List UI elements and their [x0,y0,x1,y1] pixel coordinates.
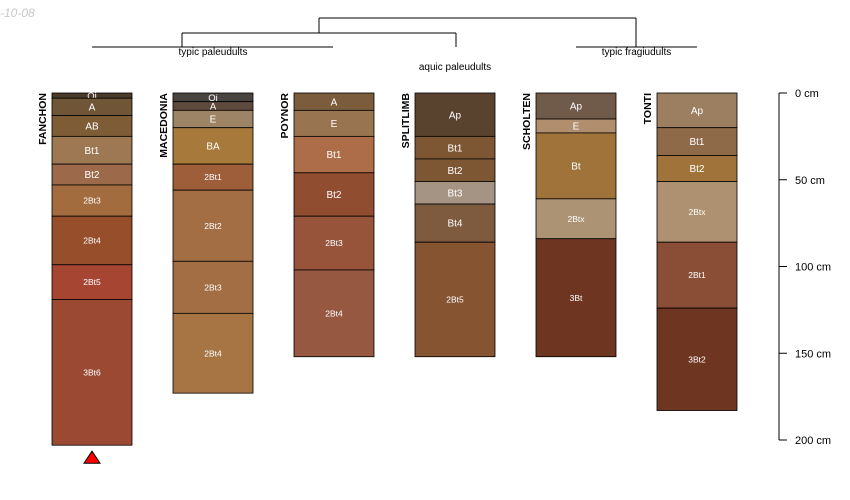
date-stamp: -10-08 [0,6,35,20]
horizon-label-splitlimb-4: Bt4 [447,219,462,230]
horizon-label-tonti-0: Ap [691,106,704,117]
horizon-label-splitlimb-3: Bt3 [447,188,462,199]
horizon-macedonia-4 [172,163,254,191]
horizon-label-macedonia-6: 2Bt3 [204,282,222,292]
horizon-label-splitlimb-1: Bt1 [447,143,462,154]
horizon-label-scholten-2: Bt [571,161,581,172]
horizon-label-splitlimb-0: Ap [449,110,462,121]
bottom-marker-fanchon [83,450,101,464]
horizon-splitlimb-0 [414,92,496,137]
horizon-tonti-2 [656,155,738,182]
horizon-label-fanchon-1: A [89,102,96,113]
group-label-1: aquic paleudults [419,62,491,73]
horizon-label-macedonia-7: 2Bt4 [204,348,222,358]
horizon-label-poynor-1: E [331,119,338,130]
horizon-label-scholten-0: Ap [570,102,583,113]
horizon-label-fanchon-4: Bt2 [84,170,99,181]
horizon-scholten-4 [535,238,617,358]
horizon-label-poynor-3: Bt2 [326,190,341,201]
horizon-label-macedonia-2: E [210,115,217,126]
horizon-fanchon-8 [51,299,133,446]
horizon-poynor-3 [293,172,375,217]
horizon-label-poynor-5: 2Bt4 [325,308,343,318]
horizon-poynor-2 [293,135,375,174]
horizon-label-macedonia-4: 2Bt1 [204,172,222,182]
profile-name-scholten: SCHOLTEN [521,93,533,150]
horizon-label-macedonia-0: Oi [208,93,218,104]
horizon-poynor-1 [293,109,375,137]
depth-tick-label-0: 0 cm [795,88,819,100]
horizon-tonti-5 [656,307,738,411]
depth-tick-label-200: 200 cm [795,435,831,447]
depth-tick-label-100: 100 cm [795,262,831,274]
horizon-label-fanchon-3: Bt1 [84,146,99,157]
profile-name-poynor: POYNOR [279,93,291,139]
horizon-label-macedonia-3: BA [206,142,220,153]
horizon-scholten-0 [535,92,617,120]
horizon-label-tonti-5: 3Bt2 [688,354,706,364]
horizon-tonti-4 [656,241,738,309]
profile-name-fanchon: FANCHON [37,93,49,145]
horizon-scholten-3 [535,198,617,240]
horizon-label-tonti-4: 2Bt1 [688,270,706,280]
horizon-label-scholten-1: E [573,122,580,133]
depth-tick-label-50: 50 cm [795,175,825,187]
horizon-label-scholten-3: 2Btx [567,214,585,224]
horizon-label-macedonia-1: A [210,102,217,113]
horizon-label-splitlimb-2: Bt2 [447,166,462,177]
horizon-poynor-5 [293,269,375,358]
horizon-label-poynor-2: Bt1 [326,150,341,161]
horizon-label-fanchon-8: 3Bt6 [83,367,101,377]
horizon-label-fanchon-7: 2Bt5 [83,277,101,287]
horizon-label-fanchon-6: 2Bt4 [83,236,101,246]
horizon-label-fanchon-2: AB [85,122,99,133]
horizon-label-fanchon-0: Oi [87,91,97,102]
horizon-macedonia-7 [172,312,254,394]
horizon-splitlimb-5 [414,241,496,358]
horizon-label-scholten-4: 3Bt [570,293,583,303]
horizon-poynor-4 [293,215,375,271]
horizon-tonti-3 [656,181,738,243]
horizon-macedonia-6 [172,260,254,314]
horizon-macedonia-3 [172,127,254,165]
horizon-splitlimb-4 [414,203,496,243]
horizon-tonti-1 [656,127,738,156]
depth-tick-label-150: 150 cm [795,348,831,360]
horizon-label-macedonia-5: 2Bt2 [204,221,222,231]
horizon-label-tonti-1: Bt1 [689,137,704,148]
horizon-label-tonti-3: 2Btx [688,207,706,217]
horizon-label-fanchon-5: 2Bt3 [83,196,101,206]
horizon-label-poynor-0: A [331,97,338,108]
profile-name-macedonia: MACEDONIA [158,93,170,158]
profile-name-splitlimb: SPLITLIMB [400,93,412,149]
group-label-0: typic paleudults [179,47,248,58]
horizon-macedonia-5 [172,189,254,262]
horizon-label-poynor-4: 2Bt3 [325,238,343,248]
group-label-2: typic fragiudults [602,47,671,58]
profile-name-tonti: TONTI [642,93,654,124]
horizon-fanchon-5 [51,184,133,217]
horizon-label-splitlimb-5: 2Bt5 [446,295,464,305]
horizon-label-tonti-2: Bt2 [689,164,704,175]
